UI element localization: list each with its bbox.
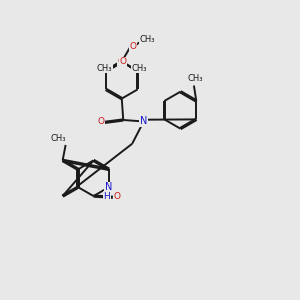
Text: O: O	[97, 117, 104, 126]
Text: N: N	[105, 182, 112, 192]
Text: H: H	[103, 192, 110, 201]
Text: CH₃: CH₃	[131, 64, 146, 73]
Text: CH₃: CH₃	[97, 64, 112, 73]
Text: O: O	[117, 57, 124, 66]
Text: O: O	[119, 57, 126, 66]
Text: CH₃: CH₃	[50, 134, 66, 143]
Text: N: N	[140, 116, 147, 127]
Text: CH₃: CH₃	[140, 35, 155, 44]
Text: O: O	[129, 42, 136, 51]
Text: CH₃: CH₃	[187, 74, 203, 83]
Text: O: O	[114, 192, 121, 201]
